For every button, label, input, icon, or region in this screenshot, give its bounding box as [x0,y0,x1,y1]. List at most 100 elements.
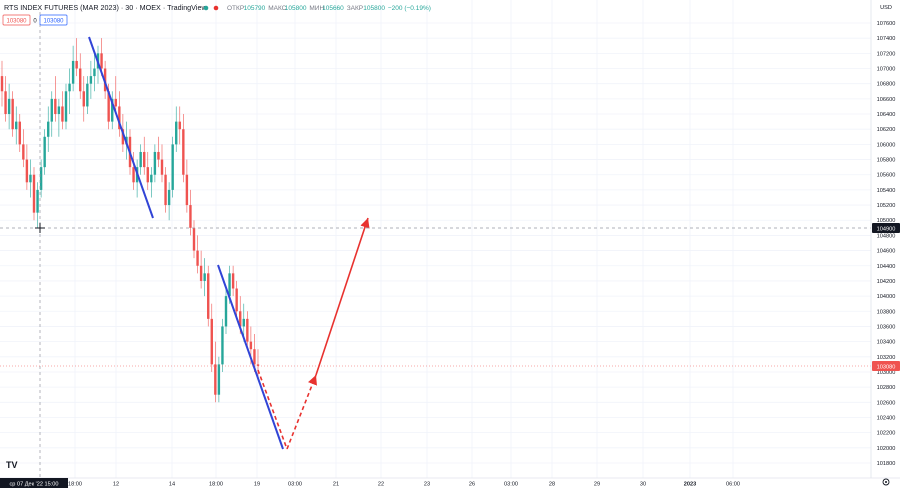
candle [61,91,64,130]
time-tick-label: 18:00 [68,482,82,488]
candle [256,349,260,380]
ohlc-value: 105660 [322,5,344,12]
candle [25,144,29,190]
price-tick-label: 105800 [877,158,896,164]
candle [132,151,135,190]
time-tick-label: 03:00 [288,482,302,488]
ohlc-label: МАКС [268,5,286,12]
price-tick-label: 104200 [877,279,896,285]
candle [43,129,46,175]
price-tick-label: 107000 [877,67,896,73]
price-tick-label: 102600 [877,400,896,406]
price-tick-label: 103600 [877,324,896,330]
candle [214,341,217,403]
price-tick-label: 107600 [877,21,896,27]
time-tick-label: 30 [640,482,646,488]
candle [47,106,50,152]
price-tick-label: 104800 [877,233,896,239]
ohlc-value: −200 (−0.19%) [388,5,431,12]
price-axis-ticks: 107600 107400 107200 107000 106800 106600 1064… [877,21,896,467]
candle [182,114,185,183]
price-tick-label: 103400 [877,340,896,346]
time-tick-label: 12 [113,482,119,488]
arrow-red-solid-up[interactable] [315,217,370,376]
candle [175,106,178,152]
price-tick-label: 106400 [877,112,896,118]
trendline-blue-1[interactable] [88,36,154,219]
svg-text:103080: 103080 [43,19,64,25]
candle [54,76,57,122]
candle [150,167,153,198]
price-tick-label: 103000 [877,370,896,376]
settings-gear-icon[interactable] [882,478,890,486]
candle [203,258,206,297]
price-tick-label: 102400 [877,415,896,421]
candle [171,136,174,198]
candle [82,76,85,122]
ohlc-value: 105800 [285,5,307,12]
price-tick-label: 102000 [877,446,896,452]
candle [39,159,43,198]
svg-text:104900: 104900 [877,227,896,233]
candle [118,91,121,137]
candle [64,83,68,130]
candle [89,60,93,99]
candle [50,91,53,137]
time-tick-label: 29 [594,482,600,488]
time-tick-label: 28 [549,482,555,488]
candle [86,76,89,115]
candle [153,144,157,183]
candle [0,60,4,107]
spread-value: 0 [33,19,37,25]
candle [178,106,181,145]
trendline-blue-2[interactable] [217,264,284,450]
currency-label: USD [880,5,892,11]
candle [18,114,21,152]
ask-box[interactable] [39,14,68,26]
bid-box[interactable] [2,14,31,26]
symbol-title[interactable]: RTS INDEX FUTURES (MAR 2023) · 30 · MOEX… [4,3,207,12]
time-tick-label: 2023 [684,482,696,488]
candle [210,303,213,372]
candle [68,68,71,115]
time-tick-label: 06:00 [726,482,740,488]
price-tick-label: 105600 [877,173,896,179]
candle [221,318,224,372]
bid-ask-box: 103080 0 103080 [2,14,68,26]
price-tick-label: 106200 [877,127,896,133]
candle [246,311,249,350]
ohlc-label: ЗАКР [347,5,363,12]
arrow-red-dashed-up[interactable] [286,374,317,450]
price-tick-label: 105200 [877,203,896,209]
candle [185,159,189,213]
price-tick-label: 103200 [877,355,896,361]
market-status-icon [203,5,209,11]
last-price-tag: 103080 [872,361,900,371]
trendline-red-dashed-down[interactable] [257,369,288,450]
candle [11,91,14,137]
time-tick-label: 26 [469,482,475,488]
time-tick-label: 14 [169,482,175,488]
price-tick-label: 107400 [877,36,896,42]
price-tick-label: 105400 [877,188,896,194]
price-axis[interactable] [871,0,900,478]
ohlc-value: 105790 [244,5,266,12]
candle [217,356,221,403]
candle [189,189,192,236]
candles [0,38,260,403]
candle [199,250,203,289]
crosshair-time-tag: ср 07 Дек '22 15:00 [0,478,68,488]
time-axis[interactable] [0,478,871,488]
time-tick-label: 22 [378,482,384,488]
candle [29,159,32,198]
candle [167,182,171,221]
time-tick-label: 03:00 [504,482,518,488]
candle [4,76,7,122]
time-tick-label: 19 [254,482,260,488]
candle [235,280,238,319]
price-tick-label: 105000 [877,218,896,224]
drawings[interactable] [88,36,370,450]
